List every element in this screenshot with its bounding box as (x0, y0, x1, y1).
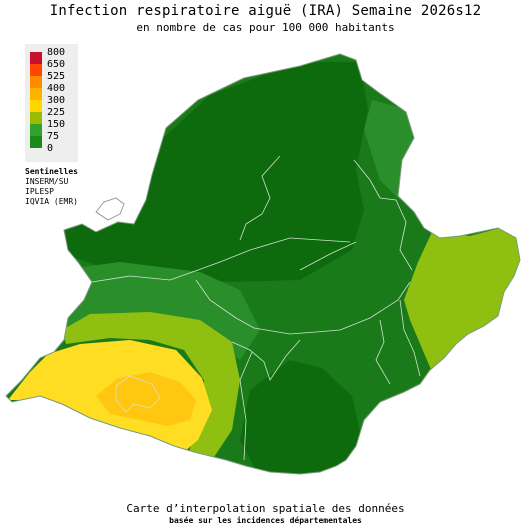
boundary-line (239, 351, 253, 461)
legend-label: 800 (47, 47, 66, 58)
boundary-line (231, 339, 301, 381)
source-line: IPLESP (25, 187, 54, 196)
zone-yellowgreen-east (404, 228, 520, 372)
legend-label: 75 (47, 131, 60, 142)
boundary-line (115, 375, 161, 413)
legend-label: 225 (47, 107, 66, 118)
legend-label: 525 (47, 71, 66, 82)
footer-caption: Carte d’interpolation spatiale des donné… (126, 502, 405, 515)
legend-item-525: 525 (25, 71, 78, 88)
boundary-line (239, 155, 281, 241)
legend-label: 150 (47, 119, 66, 130)
legend-swatch (30, 52, 42, 64)
legend-item-650: 650 (25, 59, 78, 76)
source-line: INSERM/SU (25, 177, 69, 186)
boundary-line (375, 319, 391, 385)
boundary-line (91, 237, 351, 283)
department-boundaries (91, 155, 421, 461)
enclave-outline (95, 197, 125, 221)
legend-item-0: 0 (25, 143, 78, 160)
map-title: Infection respiratoire aiguë (IRA) Semai… (49, 3, 482, 19)
legend-label: 400 (47, 83, 66, 94)
legend: 800 650 525 400 300 225 150 75 0 (25, 44, 78, 162)
sources: Sentinelles INSERM/SU IPLESP IQVIA (EMR) (25, 167, 78, 207)
boundary-line (353, 159, 413, 271)
zone-darkgreen-south (240, 360, 362, 474)
sources-heading: Sentinelles (25, 167, 78, 176)
boundary-line (399, 299, 421, 377)
zone-orangeyellow-core (96, 372, 196, 426)
legend-label: 300 (47, 95, 66, 106)
legend-label: 650 (47, 59, 66, 70)
legend-swatch (30, 64, 42, 76)
source-line: IQVIA (EMR) (25, 197, 78, 206)
legend-label: 0 (47, 143, 54, 154)
legend-swatch (30, 100, 42, 112)
interpolation-layers (8, 62, 520, 474)
legend-item-75: 75 (25, 131, 78, 148)
zone-yellowgreen-west (62, 312, 240, 460)
legend-item-150: 150 (25, 119, 78, 136)
legend-item-400: 400 (25, 83, 78, 100)
legend-item-300: 300 (25, 95, 78, 112)
legend-item-225: 225 (25, 107, 78, 124)
legend-swatch (30, 112, 42, 124)
boundary-line (195, 279, 411, 335)
legend-swatch (30, 88, 42, 100)
legend-swatch (30, 124, 42, 136)
zone-darkgreen-north (60, 62, 368, 282)
footer-note: basée sur les incidences départementales (169, 516, 362, 525)
legend-swatch (30, 136, 42, 148)
legend-item-800: 800 (25, 47, 78, 64)
boundary-line (299, 241, 357, 271)
legend-swatch (30, 76, 42, 88)
map-subtitle: en nombre de cas pour 100 000 habitants (136, 21, 395, 34)
